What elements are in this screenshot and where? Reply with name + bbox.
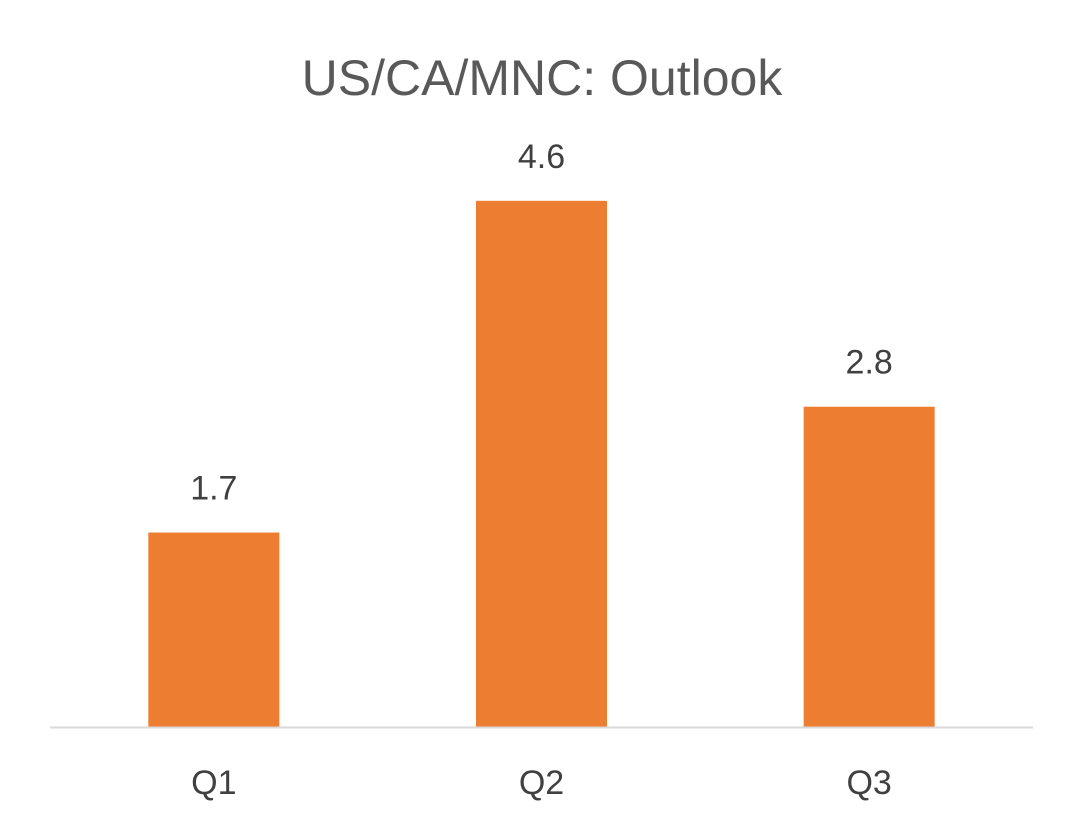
data-label-q2: 4.6: [518, 138, 565, 176]
bar-q2: [476, 200, 607, 727]
data-labels-group: 1.7 4.6 2.8: [190, 138, 893, 508]
x-tick-label-q3: Q3: [846, 764, 891, 802]
bar-q3: [803, 406, 935, 727]
bars-group: [148, 200, 935, 727]
chart-title: US/CA/MNC: Outlook: [302, 50, 784, 106]
data-label-q3: 2.8: [846, 344, 893, 382]
x-tick-label-q1: Q1: [191, 764, 236, 802]
data-label-q1: 1.7: [190, 470, 237, 508]
x-tick-labels-group: Q1 Q2 Q3: [191, 764, 892, 802]
x-tick-label-q2: Q2: [519, 764, 564, 802]
bar-q1: [148, 532, 280, 727]
